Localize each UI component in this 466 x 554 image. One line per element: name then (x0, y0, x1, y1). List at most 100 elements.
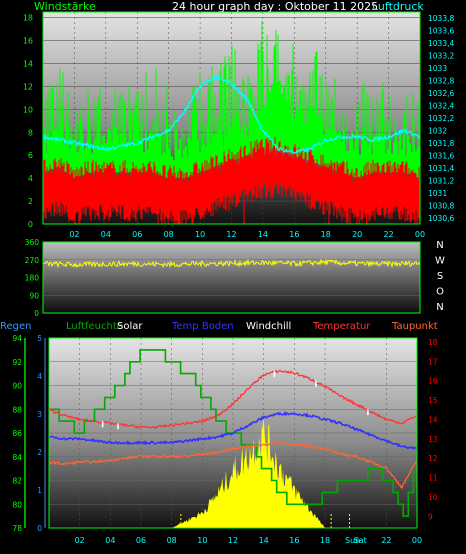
pressure-y-tick-label: 1032,6 (428, 89, 454, 98)
humidity-y-tick-label: 86 (12, 429, 22, 438)
humidity-y-tick-label: 80 (12, 500, 22, 509)
temperature-humidity-panel: 7880828486889092940123459101112131415161… (12, 334, 437, 545)
time-tick-label: 04 (101, 230, 111, 239)
legend-item: Temp Boden (171, 321, 234, 332)
direction-y-tick-label: 180 (25, 274, 40, 283)
time-tick-label: 12 (226, 230, 236, 239)
temperature-y-tick-label: 9 (428, 512, 433, 521)
compass-label: W (435, 256, 445, 267)
time-tick-label: 18 (320, 536, 330, 545)
time-tick-label: Sat (354, 536, 367, 545)
pressure-y-tick-label: 1033,2 (428, 52, 454, 61)
humidity-y-tick-label: 82 (12, 477, 22, 486)
time-tick-label: 18 (321, 230, 331, 239)
time-tick-label: 08 (167, 536, 177, 545)
wind-y-tick-label: 12 (23, 82, 33, 91)
wind-pressure-panel: 0246810121416181030,61030,810311031,2103… (23, 11, 454, 239)
pressure-y-tick-label: 1032 (428, 126, 447, 135)
temperature-y-tick-label: 12 (428, 454, 438, 463)
temperature-y-tick-label: 15 (428, 396, 438, 405)
pressure-y-tick-label: 1032,2 (428, 114, 454, 123)
time-tick-label: 22 (383, 230, 393, 239)
dewpoint-line (48, 441, 418, 489)
rain-y-tick-label: 4 (37, 372, 42, 381)
chart-title: 24 hour graph day : Oktober 11 2025 (172, 0, 378, 13)
legend-item: Solar (117, 321, 143, 332)
time-tick-label: 16 (289, 230, 299, 239)
time-tick-label: 08 (164, 230, 174, 239)
legend-item: Regen (0, 321, 32, 332)
time-tick-label: 06 (132, 230, 142, 239)
pressure-y-tick-label: 1032,8 (428, 77, 454, 86)
temperature-y-tick-label: 10 (428, 493, 438, 502)
pressure-y-tick-label: 1031,2 (428, 176, 454, 185)
wind-y-tick-label: 4 (28, 174, 33, 183)
wind-direction-frame (42, 241, 421, 314)
wind-y-tick-label: 2 (28, 197, 33, 206)
pressure-y-tick-label: 1033,4 (428, 39, 454, 48)
humidity-y-tick-label: 94 (12, 334, 22, 343)
header-right-label: Luftdruck (372, 0, 424, 13)
pressure-y-tick-label: 1031,8 (428, 139, 454, 148)
header-left-label: Windstärke (34, 0, 96, 13)
direction-y-tick-label: 270 (25, 256, 40, 265)
time-tick-label: 00 (412, 536, 422, 545)
time-tick-label: 20 (352, 230, 362, 239)
legend-item: Taupunkt (391, 321, 438, 332)
temperature-y-tick-label: 18 (428, 338, 438, 347)
temperature-y-tick-label: 11 (428, 474, 438, 483)
compass-label: N (436, 240, 443, 251)
pressure-y-tick-label: 1030,6 (428, 214, 454, 223)
time-tick-label: 22 (381, 536, 391, 545)
direction-y-tick-label: 360 (25, 238, 40, 247)
time-tick-label: 14 (258, 230, 268, 239)
time-tick-label: 16 (289, 536, 299, 545)
rain-y-tick-label: 1 (37, 486, 42, 495)
wind-y-tick-label: 0 (28, 220, 33, 229)
pressure-y-tick-label: 1032,4 (428, 102, 454, 111)
wind-y-tick-label: 14 (23, 60, 33, 69)
pressure-line (42, 75, 421, 154)
pressure-y-tick-label: 1033,6 (428, 27, 454, 36)
compass-label: S (437, 271, 443, 282)
wind-y-tick-label: 6 (28, 151, 33, 160)
pressure-y-tick-label: 1031,4 (428, 164, 454, 173)
wind-y-tick-label: 18 (23, 14, 33, 23)
rain-y-tick-label: 2 (37, 448, 42, 457)
direction-y-tick-label: 0 (34, 309, 39, 318)
time-tick-label: 02 (75, 536, 85, 545)
pressure-y-tick-label: 1030,8 (428, 201, 454, 210)
wind-y-tick-label: 16 (23, 37, 33, 46)
wind-direction-line (42, 258, 421, 269)
time-tick-label: 10 (197, 536, 207, 545)
time-tick-label: 06 (136, 536, 146, 545)
humidity-y-tick-label: 88 (12, 405, 22, 414)
legend-item: Luftfeuchte (66, 321, 123, 332)
humidity-y-tick-label: 84 (12, 453, 22, 462)
humidity-y-tick-label: 92 (12, 358, 22, 367)
time-tick-label: 00 (415, 230, 425, 239)
wind-y-tick-label: 8 (28, 128, 33, 137)
temperature-y-tick-label: 16 (428, 377, 438, 386)
direction-y-tick-label: 90 (29, 291, 39, 300)
pressure-y-tick-label: 1033,8 (428, 14, 454, 23)
rain-y-tick-label: 5 (37, 334, 42, 343)
humidity-y-tick-label: 90 (12, 382, 22, 391)
pressure-y-tick-label: 1033 (428, 64, 447, 73)
ground-temperature-line (48, 410, 418, 450)
time-tick-label: 10 (195, 230, 205, 239)
temperature-y-tick-label: 13 (428, 435, 438, 444)
pressure-y-tick-label: 1031 (428, 189, 447, 198)
temperature-y-tick-label: 17 (428, 357, 438, 366)
time-tick-label: 12 (228, 536, 238, 545)
time-tick-label: 02 (69, 230, 79, 239)
temperature-y-tick-label: 14 (428, 415, 438, 424)
rain-y-tick-label: 3 (37, 410, 42, 419)
compass-label: N (436, 302, 443, 313)
rain-y-tick-label: 0 (37, 524, 42, 533)
compass-label: O (436, 287, 444, 298)
legend-item: Temperatur (312, 321, 371, 332)
